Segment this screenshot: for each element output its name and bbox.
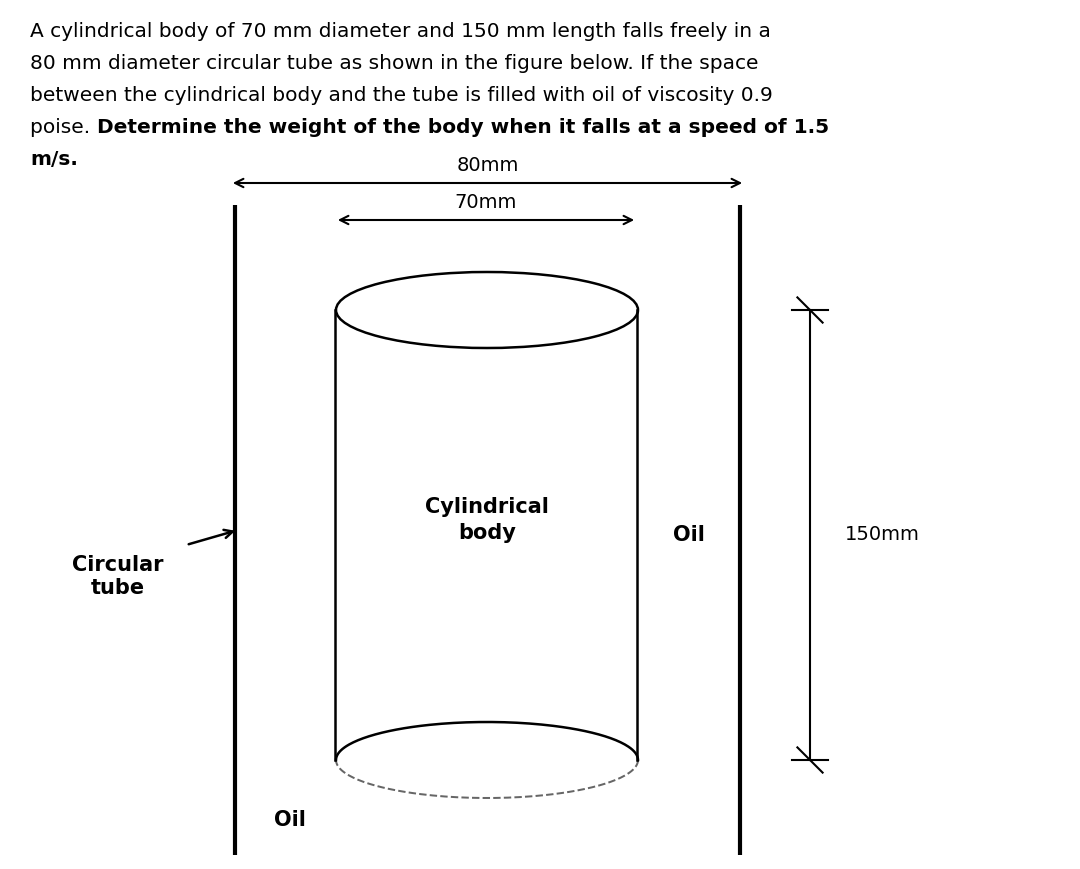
Text: Circular
tube: Circular tube — [72, 555, 164, 598]
Text: 150mm: 150mm — [845, 526, 920, 545]
Text: m/s.: m/s. — [30, 150, 78, 169]
Text: Oil: Oil — [274, 810, 306, 830]
Text: Cylindrical
body: Cylindrical body — [426, 497, 549, 543]
Text: A cylindrical body of 70 mm diameter and 150 mm length falls freely in a: A cylindrical body of 70 mm diameter and… — [30, 22, 771, 41]
Text: 70mm: 70mm — [455, 193, 517, 212]
Text: poise.: poise. — [30, 118, 96, 137]
Text: Oil: Oil — [673, 525, 704, 545]
Text: Determine the weight of the body when it falls at a speed of 1.5: Determine the weight of the body when it… — [97, 118, 829, 137]
Bar — [335, 310, 637, 760]
Text: 80mm: 80mm — [457, 156, 518, 175]
Text: between the cylindrical body and the tube is filled with oil of viscosity 0.9: between the cylindrical body and the tub… — [30, 86, 773, 105]
Ellipse shape — [336, 272, 638, 348]
Text: 80 mm diameter circular tube as shown in the figure below. If the space: 80 mm diameter circular tube as shown in… — [30, 54, 758, 73]
